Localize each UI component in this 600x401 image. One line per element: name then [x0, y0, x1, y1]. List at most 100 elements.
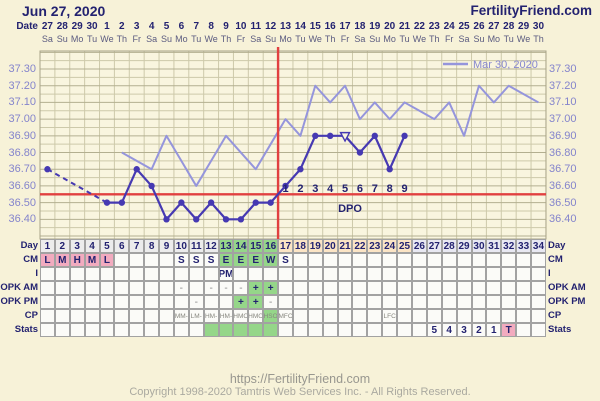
y-axis-tick-left: 36.50	[8, 196, 36, 209]
opk-am-cell: -	[218, 281, 234, 295]
weekday-cell: Th	[429, 34, 440, 44]
date-cell: 16	[324, 21, 336, 32]
cervical-position-cell	[367, 309, 383, 323]
cervical-mucus-cell	[441, 253, 457, 267]
opk-pm-cell	[352, 295, 368, 309]
stats-cell	[516, 323, 532, 337]
date-cell: 14	[294, 21, 306, 32]
weekday-row: Sa Su Mo Tu We Th Fr Sa Su Mo Tu We Th Fr Sa Su Mo Tu We Th…	[0, 33, 600, 46]
stats-cell	[173, 323, 189, 337]
cervical-position-cell	[322, 309, 338, 323]
temp-point-dot	[312, 132, 319, 140]
temp-point-dot	[207, 199, 215, 206]
opk-am-cell	[114, 281, 130, 295]
intercourse-cell	[352, 267, 368, 281]
cervical-mucus-cell	[516, 253, 532, 267]
opk-am-cell	[471, 281, 487, 295]
weekday-cell: We	[100, 34, 114, 44]
y-axis-tick-left: 36.70	[8, 163, 36, 176]
date-row: 27 28 29 30 1 2 3 4 5 6 7 8 9 10 11 12 13 14 15 16 17 18 19 20 2…	[0, 20, 600, 33]
y-axis-tick-left: 37.20	[8, 79, 36, 92]
table-row-cp: CP CP MM- LM- HM- HM- HMO HMO HSO MFC LFC	[0, 309, 600, 323]
y-axis-tick-left: 37.30	[8, 63, 36, 75]
dpo-number-label: 4	[327, 183, 334, 195]
opk-pm-cell: -	[263, 295, 279, 309]
row-label-stats: Stats	[14, 324, 38, 335]
weekday-cell: Th	[220, 34, 232, 44]
stats-cell	[188, 323, 204, 337]
row-label-cp: CP	[24, 310, 38, 321]
temp-line-dashed-gap	[46, 168, 108, 204]
temp-point-dot	[386, 166, 393, 173]
fertilityfriend-logo[interactable]: FertilityFriend.com	[470, 3, 592, 18]
weekday-cell: Mo	[175, 34, 188, 44]
stats-cell	[203, 323, 219, 337]
y-axis-tick-right: 37.00	[549, 113, 577, 126]
weekday-cell: Sa	[146, 34, 158, 44]
stats-cell	[99, 323, 115, 337]
day-cell: 11	[188, 239, 204, 253]
day-cell: 5	[99, 239, 115, 253]
cervical-mucus-cell	[456, 253, 472, 267]
cervical-position-cell	[456, 309, 472, 323]
weekday-cell: Th	[533, 34, 544, 44]
intercourse-cell	[516, 267, 532, 281]
cervical-position-cell	[144, 309, 160, 323]
cervical-mucus-cell: M	[84, 253, 100, 267]
weekday-cell: Tu	[295, 34, 306, 44]
dpo-number-label: 7	[372, 183, 378, 195]
cervical-position-cell	[159, 309, 174, 323]
date-cell: 17	[339, 21, 351, 32]
date-cell: 22	[413, 21, 425, 32]
weekday-cell: Tu	[86, 34, 98, 44]
opk-pm-cell	[307, 295, 323, 309]
opk-pm-cell	[501, 295, 517, 309]
stats-cell	[218, 323, 234, 337]
date-cell: 29	[71, 21, 83, 32]
opk-am-cell: -	[173, 281, 189, 295]
table-row-opk-am: OPK AM OPK AM - - - - + +	[0, 281, 600, 295]
intercourse-cell	[54, 267, 70, 281]
intercourse-cell	[486, 267, 502, 281]
opk-pm-cell	[40, 295, 55, 309]
date-cell: 26	[473, 21, 485, 32]
intercourse-cell	[531, 267, 546, 281]
table-row-day: Day Day 1 2 3 4 5 6 7 8 9 10 11 12 13 14 15 16 17 18 19 20 2…	[0, 239, 600, 253]
cervical-mucus-cell	[531, 253, 546, 267]
weekday-cell: Tu	[191, 34, 202, 44]
cervical-position-cell	[307, 309, 323, 323]
temp-point-dot	[44, 166, 51, 173]
y-axis-tick-right: 36.80	[549, 146, 577, 159]
day-cell: 3	[69, 239, 85, 253]
opk-am-cell	[159, 281, 174, 295]
opk-am-cell: +	[248, 281, 264, 295]
y-axis-tick-left: 36.60	[8, 179, 36, 192]
cervical-mucus-cell	[292, 253, 308, 267]
stats-cell	[144, 323, 160, 337]
weekday-cell: Sa	[458, 34, 470, 44]
day-cell: 29	[456, 239, 472, 253]
cervical-position-cell	[292, 309, 308, 323]
day-cell: 21	[337, 239, 353, 253]
day-cell: 24	[382, 239, 398, 253]
row-label-opk-am-right: OPK AM	[548, 282, 586, 293]
intercourse-cell	[382, 267, 398, 281]
intercourse-cell	[397, 267, 412, 281]
date-cell: 30	[532, 21, 545, 32]
date-cell: 6	[178, 21, 185, 32]
cervical-position-cell: LM-	[188, 309, 204, 323]
temp-point-dot	[371, 132, 378, 140]
intercourse-cell: PM	[218, 267, 234, 281]
opk-pm-cell	[144, 295, 160, 309]
weekday-cell: Tu	[399, 34, 410, 44]
cervical-position-cell	[84, 309, 100, 323]
row-label-cm: CM	[23, 254, 38, 265]
opk-am-cell: -	[203, 281, 219, 295]
dpo-number-label: 1	[282, 183, 288, 195]
cervical-position-cell	[40, 309, 55, 323]
opk-pm-cell	[114, 295, 130, 309]
opk-am-cell	[99, 281, 115, 295]
day-cell: 18	[292, 239, 308, 253]
weekday-cell: Fr	[340, 34, 350, 44]
footer-url-link[interactable]: https://FertilityFriend.com	[229, 372, 371, 386]
